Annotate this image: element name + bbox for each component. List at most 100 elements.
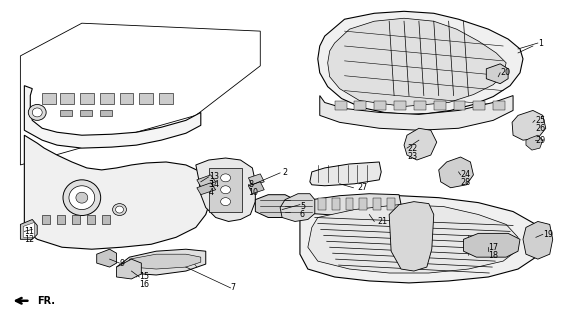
Polygon shape [512,110,546,140]
Polygon shape [404,128,437,160]
Polygon shape [486,64,508,84]
Text: 27: 27 [357,183,368,192]
Text: 15: 15 [139,272,149,282]
Polygon shape [197,175,216,187]
Ellipse shape [69,186,95,210]
Text: 9: 9 [119,259,125,268]
Polygon shape [439,157,473,188]
Polygon shape [60,92,74,105]
Polygon shape [42,214,50,224]
Text: 16: 16 [139,280,149,289]
Text: 8: 8 [249,180,253,189]
Polygon shape [249,182,264,194]
Polygon shape [433,100,446,110]
Polygon shape [310,194,401,218]
Text: 29: 29 [535,136,545,145]
Polygon shape [463,233,520,257]
Polygon shape [453,100,466,110]
Ellipse shape [221,186,230,194]
Polygon shape [280,194,315,221]
Polygon shape [389,202,433,271]
Polygon shape [129,254,201,269]
Text: 13: 13 [209,172,219,181]
Polygon shape [310,162,381,186]
Polygon shape [359,198,367,210]
Text: 28: 28 [460,178,471,187]
Polygon shape [57,214,65,224]
Text: 14: 14 [209,180,219,189]
Polygon shape [308,204,518,273]
Text: 26: 26 [535,124,545,133]
Polygon shape [493,100,505,110]
Polygon shape [332,198,339,210]
Polygon shape [373,198,381,210]
Polygon shape [526,135,543,150]
Polygon shape [159,92,173,105]
Polygon shape [80,92,94,105]
Polygon shape [102,214,109,224]
Text: 23: 23 [407,152,417,161]
Polygon shape [209,168,242,212]
Polygon shape [414,100,426,110]
Text: FR.: FR. [37,296,55,306]
Polygon shape [87,214,95,224]
Polygon shape [20,23,260,165]
Polygon shape [374,100,386,110]
Polygon shape [318,11,523,114]
Ellipse shape [63,180,101,215]
Polygon shape [60,110,72,116]
Polygon shape [99,92,113,105]
Polygon shape [473,100,486,110]
Text: 12: 12 [25,235,35,244]
Text: 7: 7 [230,284,236,292]
Text: 11: 11 [25,227,35,236]
Text: 25: 25 [535,116,545,125]
Ellipse shape [76,192,88,203]
Polygon shape [20,220,37,239]
Text: 1: 1 [538,38,543,48]
Polygon shape [116,259,142,279]
Polygon shape [387,198,395,210]
Polygon shape [318,198,326,210]
Polygon shape [99,110,112,116]
Text: 18: 18 [488,251,498,260]
Polygon shape [328,18,506,107]
Polygon shape [346,198,353,210]
Polygon shape [523,221,553,259]
Text: 4: 4 [209,188,214,197]
Polygon shape [394,100,406,110]
Polygon shape [196,158,255,221]
Polygon shape [355,100,366,110]
Text: 20: 20 [500,68,510,77]
Text: 3: 3 [209,180,214,189]
Ellipse shape [221,198,230,206]
Polygon shape [300,196,538,283]
Text: 19: 19 [543,230,553,239]
Polygon shape [119,92,133,105]
Text: 21: 21 [377,217,387,226]
Ellipse shape [32,108,42,117]
Polygon shape [25,86,201,148]
Polygon shape [72,214,80,224]
Text: 17: 17 [488,243,498,252]
Polygon shape [25,135,211,249]
Polygon shape [97,249,116,267]
Polygon shape [23,222,35,237]
Text: 6: 6 [300,210,305,219]
Ellipse shape [28,105,46,120]
Text: 10: 10 [249,188,259,197]
Text: 22: 22 [407,144,417,153]
Text: 2: 2 [282,168,287,177]
Ellipse shape [116,206,123,213]
Polygon shape [335,100,346,110]
Polygon shape [320,96,513,130]
Polygon shape [249,174,264,186]
Text: 5: 5 [300,202,305,211]
Polygon shape [80,110,92,116]
Polygon shape [116,249,206,275]
Ellipse shape [112,204,126,215]
Polygon shape [42,92,56,105]
Polygon shape [197,183,216,195]
Ellipse shape [221,174,230,182]
Polygon shape [139,92,153,105]
